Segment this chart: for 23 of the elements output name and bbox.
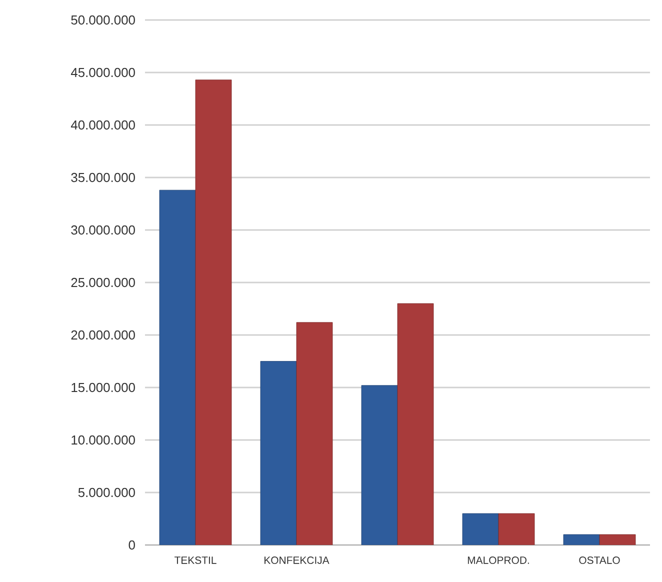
x-tick-label: TEKSTIL — [174, 556, 216, 564]
y-tick-label: 20.000.000 — [71, 330, 135, 340]
x-tick-label: KONFEKCIJA — [264, 556, 330, 564]
y-tick-label: 15.000.000 — [72, 382, 135, 392]
x-tick-label: MALOPROD. — [468, 556, 529, 564]
x-tick-label: OSTALO — [579, 556, 620, 564]
y-tick-label: 5.000.000 — [78, 488, 135, 498]
y-tick-label: 10.000.000 — [72, 435, 135, 445]
bar — [498, 513, 535, 545]
y-tick-label: 45.000.000 — [70, 68, 135, 78]
y-tick-label: 25.000.000 — [71, 278, 135, 288]
bar — [361, 385, 398, 545]
y-tick-label: 30.000.000 — [71, 225, 135, 235]
y-tick-label: 35.000.000 — [71, 172, 135, 182]
y-tick-label: 50.000.000 — [71, 15, 135, 25]
bar — [195, 80, 232, 545]
bar — [296, 322, 333, 545]
y-tick-label: 40.000.000 — [70, 120, 135, 130]
bar — [462, 513, 499, 545]
y-tick-label: 0 — [128, 540, 135, 550]
bar — [397, 303, 434, 545]
bar — [260, 361, 297, 545]
bar — [159, 190, 196, 545]
